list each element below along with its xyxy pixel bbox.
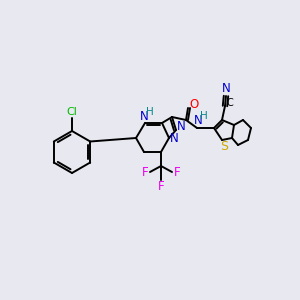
Text: H: H [200, 111, 208, 121]
Text: H: H [146, 107, 154, 117]
Text: Cl: Cl [67, 107, 77, 117]
Text: O: O [189, 98, 199, 112]
Text: F: F [142, 166, 148, 178]
Text: C: C [226, 98, 233, 108]
Text: N: N [222, 82, 230, 95]
Text: F: F [158, 179, 164, 193]
Text: N: N [194, 115, 202, 128]
Text: F: F [174, 166, 180, 178]
Text: N: N [140, 110, 148, 124]
Text: N: N [169, 133, 178, 146]
Text: N: N [177, 121, 185, 134]
Text: S: S [220, 140, 228, 152]
